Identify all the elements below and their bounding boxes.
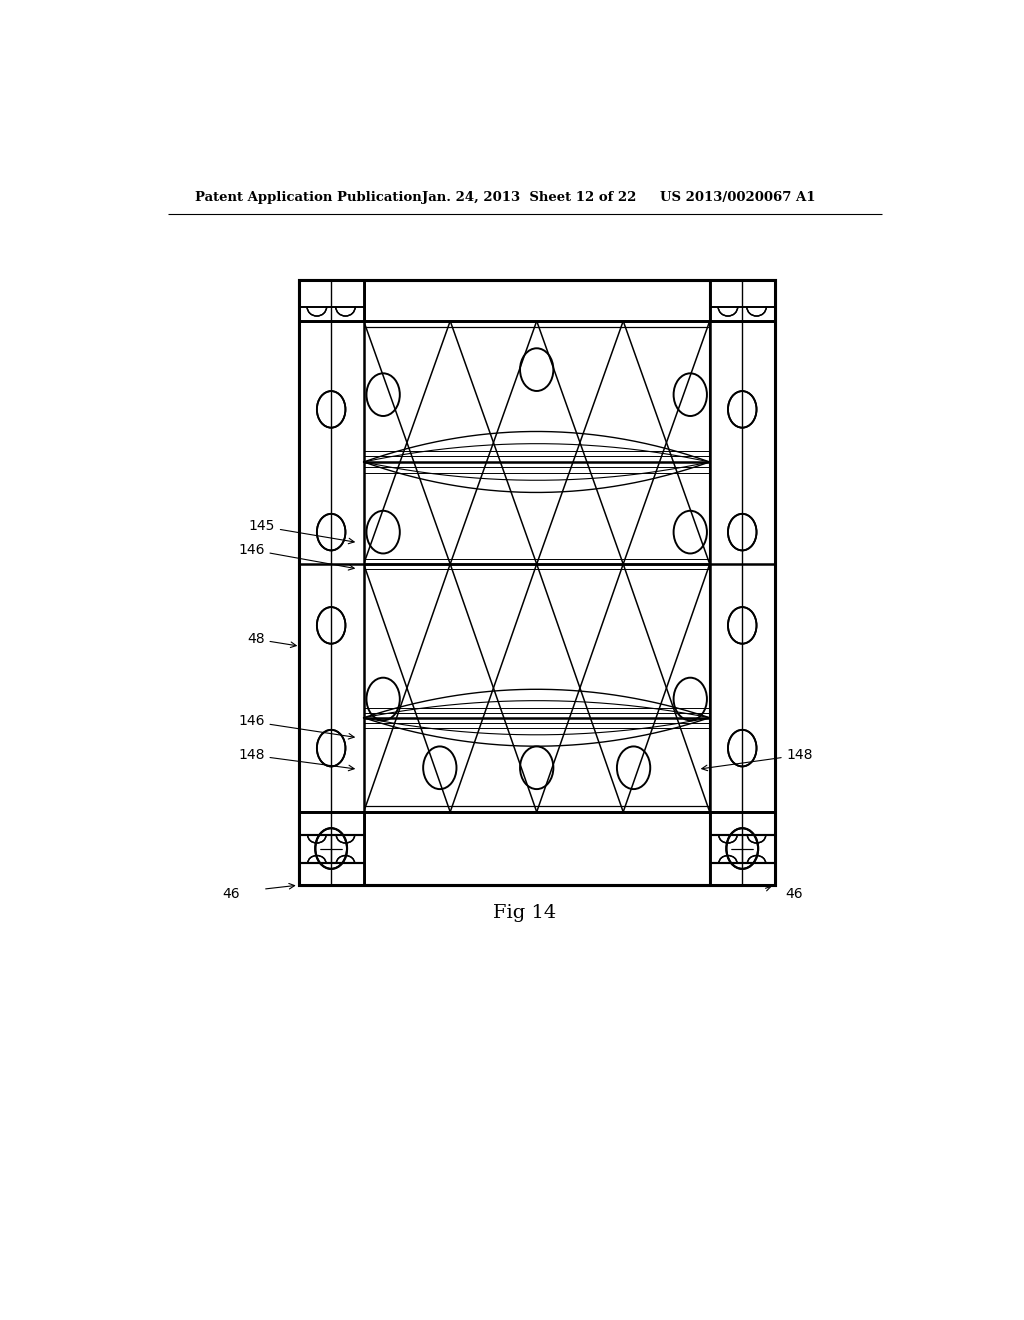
Text: 48: 48 — [247, 632, 296, 648]
Bar — [299, 280, 775, 886]
Bar — [710, 280, 775, 321]
Text: 145: 145 — [249, 519, 354, 544]
Text: Patent Application Publication: Patent Application Publication — [196, 191, 422, 205]
Bar — [710, 280, 775, 321]
Text: Fig 14: Fig 14 — [494, 904, 556, 921]
Bar — [299, 280, 364, 886]
Bar — [299, 280, 364, 321]
Bar — [299, 812, 364, 886]
Text: 146: 146 — [238, 543, 354, 570]
Text: 148: 148 — [238, 748, 354, 771]
Text: 146: 146 — [238, 714, 354, 739]
Bar — [299, 280, 364, 886]
Bar — [299, 812, 364, 886]
Bar — [710, 280, 775, 886]
Text: 148: 148 — [701, 748, 813, 771]
Bar — [710, 280, 775, 886]
Bar — [299, 280, 364, 321]
Text: US 2013/0020067 A1: US 2013/0020067 A1 — [659, 191, 815, 205]
Text: 46: 46 — [222, 887, 240, 902]
Text: Jan. 24, 2013  Sheet 12 of 22: Jan. 24, 2013 Sheet 12 of 22 — [422, 191, 636, 205]
Bar — [299, 280, 775, 886]
Bar — [710, 812, 775, 886]
Bar — [710, 812, 775, 886]
Text: 46: 46 — [785, 887, 804, 902]
